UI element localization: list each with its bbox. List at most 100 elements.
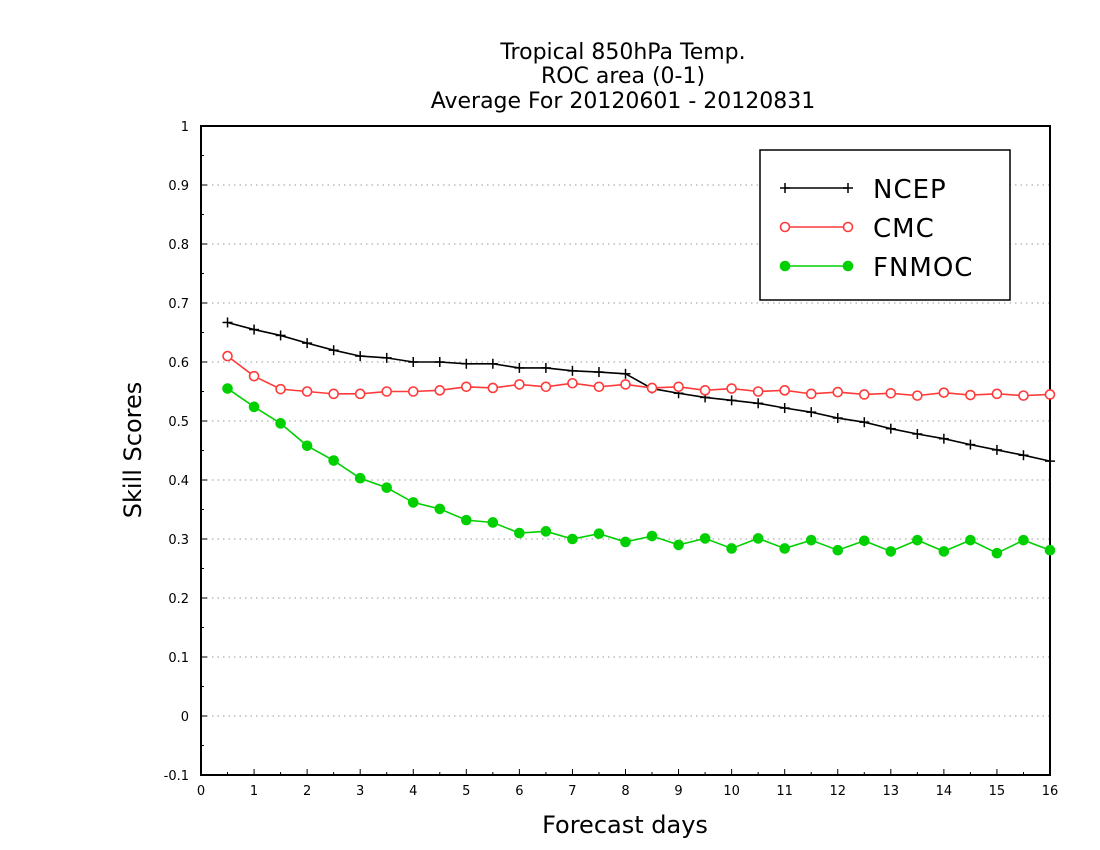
x-tick-label-1: 1 [250,784,258,799]
data-point-fnmoc-24 [858,535,870,547]
legend: NCEP CMC FNMOC [759,149,1011,301]
data-point-fnmoc-20 [752,533,764,544]
data-point-fnmoc-27 [938,546,950,557]
data-point-cmc-12 [540,381,552,393]
data-point-cmc-31 [1044,389,1056,400]
y-tick-label-6: 0.5 [168,415,189,430]
data-point-ncep-30 [1018,450,1029,461]
x-tick-label-10: 10 [723,784,740,799]
y-tick-label-4: 0.3 [168,533,189,548]
data-point-ncep-25 [885,423,896,434]
data-point-fnmoc-15 [620,536,631,548]
data-point-ncep-24 [859,417,870,428]
data-point-fnmoc-9 [461,514,472,526]
data-point-fnmoc-21 [779,543,790,554]
data-point-fnmoc-16 [646,530,658,542]
y-axis-ticks: -0.1 0 0.1 0.2 0.3 0.4 0.5 0.6 0.7 0.8 0.9 1 [164,120,207,784]
data-point-fnmoc-3 [301,440,313,452]
y-tick-label-2: 0.1 [168,651,189,666]
data-point-ncep-21 [779,403,790,414]
legend-marker-cmc-end [842,221,854,233]
y-tick-label-11: 1 [181,120,189,135]
data-point-cmc-28 [965,389,976,401]
legend-box [759,149,1011,301]
data-point-fnmoc-29 [991,547,1003,559]
data-point-cmc-10 [487,382,499,394]
x-tick-label-3: 3 [356,784,364,799]
y-tick-label-7: 0.6 [168,356,189,371]
data-point-cmc-15 [620,379,631,390]
legend-item-ncep: NCEP [780,175,946,205]
legend-label-fnmoc: FNMOC [873,253,973,283]
legend-item-cmc: CMC [779,214,934,244]
data-point-cmc-1 [248,370,260,382]
data-point-fnmoc-12 [540,526,552,537]
data-point-fnmoc-0 [222,383,233,394]
data-point-fnmoc-4 [328,455,339,466]
series-line-fnmoc [227,387,1051,555]
data-point-ncep-22 [806,407,817,418]
data-point-ncep-6 [381,352,392,363]
y-tick-label-0: -0.1 [164,769,189,784]
x-tick-label-0: 0 [197,784,205,799]
data-point-fnmoc-28 [965,534,976,546]
data-point-fnmoc-18 [699,533,711,544]
data-point-fnmoc-5 [354,472,366,484]
x-tick-label-7: 7 [568,784,576,799]
data-point-fnmoc-22 [805,534,817,546]
data-point-fnmoc-10 [487,517,499,528]
chart-title-line-2: ROC area (0-1) [541,64,705,89]
x-tick-label-8: 8 [621,784,629,799]
data-point-ncep-13 [567,365,578,376]
series-fnmoc [222,383,1056,559]
data-point-fnmoc-31 [1044,544,1056,556]
data-point-cmc-26 [912,390,923,401]
data-point-cmc-4 [328,388,339,400]
series-line-ncep [227,321,1051,462]
data-point-fnmoc-17 [673,539,684,551]
data-point-ncep-19 [726,395,737,406]
data-point-cmc-3 [301,386,313,397]
legend-marker-cmc-start [779,221,791,233]
data-point-cmc-18 [699,385,711,396]
chart-title-line-1: Tropical 850hPa Temp. [499,40,745,65]
data-point-fnmoc-23 [832,544,844,556]
legend-items: NCEP CMC FNMOC [779,175,973,283]
data-point-ncep-4 [328,345,339,356]
data-point-cmc-7 [407,386,419,397]
data-point-ncep-2 [275,330,286,341]
legend-marker-ncep-start [780,183,790,193]
data-point-ncep-28 [965,439,976,450]
data-point-cmc-14 [593,381,605,393]
x-tick-label-16: 16 [1042,784,1059,799]
x-tick-label-4: 4 [409,784,417,799]
x-tick-label-6: 6 [515,784,523,799]
x-tick-label-15: 15 [989,784,1006,799]
data-point-cmc-0 [222,350,233,362]
data-point-ncep-20 [753,398,764,409]
series-ncep [222,317,1055,467]
y-tick-label-1: 0 [181,710,189,725]
data-point-ncep-3 [302,338,313,349]
data-point-ncep-0 [222,317,233,328]
data-point-fnmoc-13 [567,533,578,545]
data-point-cmc-8 [434,385,446,396]
series-cmc [222,350,1056,401]
x-tick-label-12: 12 [829,784,846,799]
data-point-cmc-24 [858,389,870,400]
data-point-ncep-29 [991,444,1002,455]
data-point-fnmoc-26 [912,534,923,546]
x-tick-label-5: 5 [462,784,470,799]
data-point-fnmoc-11 [514,527,525,539]
data-point-fnmoc-1 [248,401,260,413]
data-point-ncep-31 [1045,456,1055,467]
data-point-ncep-12 [540,362,551,373]
data-point-cmc-16 [646,382,658,394]
y-tick-label-3: 0.2 [168,592,189,607]
data-point-cmc-13 [567,377,578,389]
data-point-ncep-26 [912,428,923,439]
x-tick-label-13: 13 [883,784,900,799]
data-point-cmc-22 [805,388,817,400]
data-point-ncep-15 [620,368,631,379]
